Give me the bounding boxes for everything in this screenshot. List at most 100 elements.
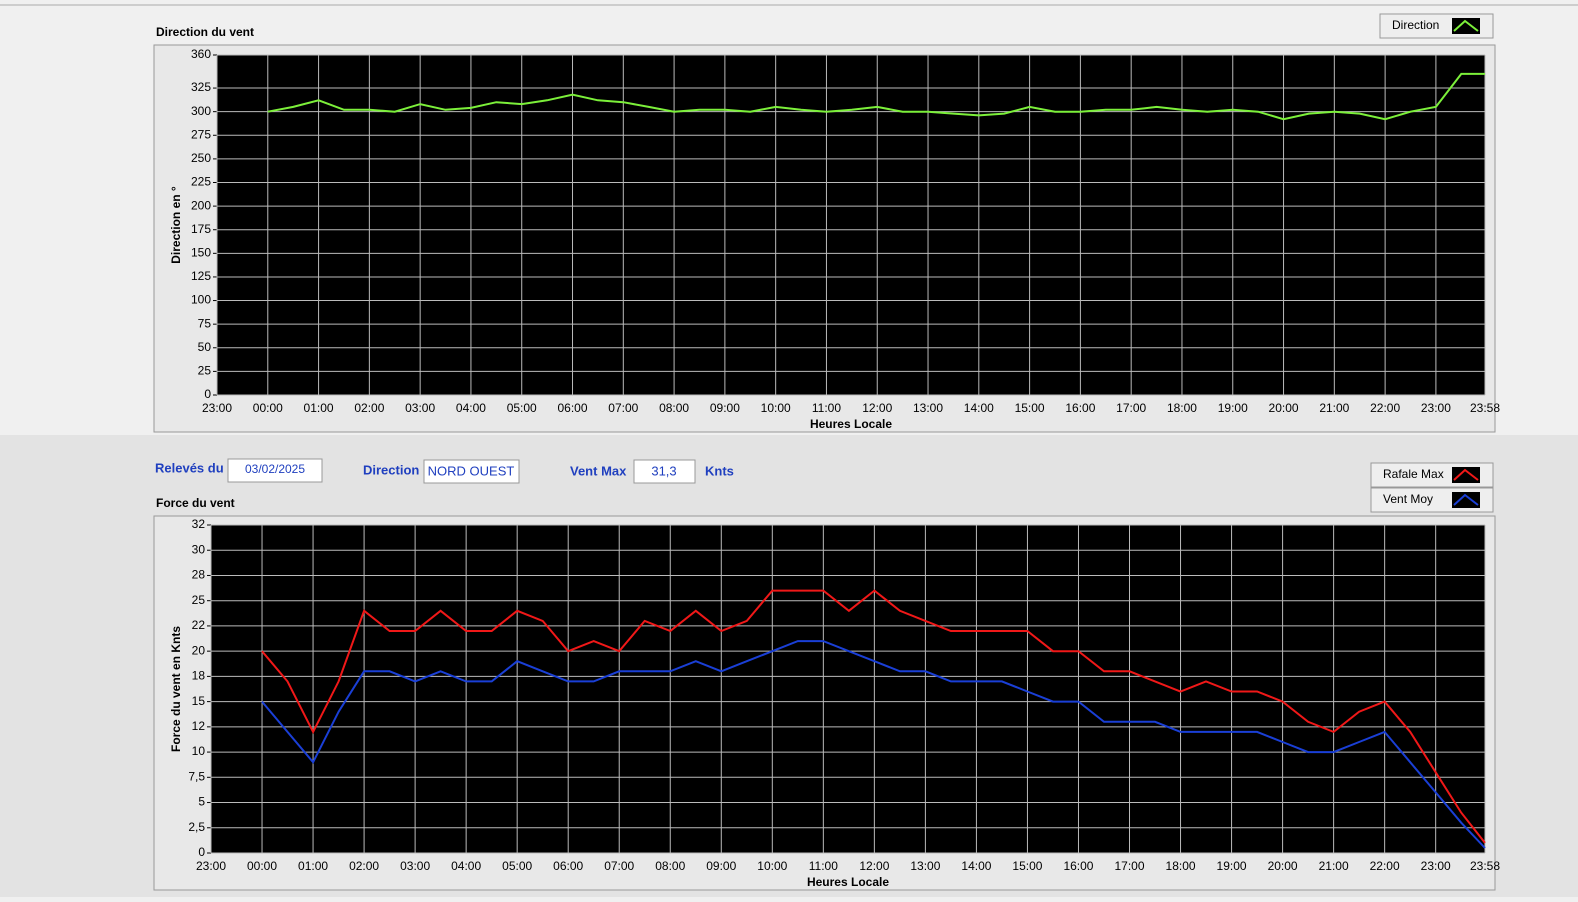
legend-label: Vent Moy: [1383, 492, 1433, 506]
x-tick-label: 20:00: [1268, 859, 1298, 873]
x-tick-label: 23:00: [1421, 401, 1451, 415]
x-tick-label: 07:00: [608, 401, 638, 415]
y-tick-label: 275: [191, 127, 211, 141]
x-tick-label: 23:58: [1470, 401, 1500, 415]
x-tick-label: 15:00: [1012, 859, 1042, 873]
y-tick-label: 325: [191, 80, 211, 94]
y-tick-label: 22: [192, 618, 206, 632]
x-tick-label: 09:00: [706, 859, 736, 873]
x-tick-label: 04:00: [456, 401, 486, 415]
y-axis-label: Force du vent en Knts: [169, 626, 183, 752]
y-tick-label: 12: [192, 719, 206, 733]
x-tick-label: 07:00: [604, 859, 634, 873]
legend-label: Rafale Max: [1383, 467, 1444, 481]
x-tick-label: 22:00: [1370, 859, 1400, 873]
direction-label: Direction: [363, 462, 419, 477]
y-tick-label: 225: [191, 175, 211, 189]
x-tick-label: 23:00: [196, 859, 226, 873]
direction-value: NORD OUEST: [428, 463, 515, 478]
y-tick-label: 32: [192, 517, 206, 531]
legend-swatch: [1452, 467, 1480, 483]
x-axis-label: Heures Locale: [810, 417, 892, 431]
unit-label: Knts: [705, 463, 734, 478]
plot-area: [217, 55, 1485, 395]
y-tick-label: 28: [192, 568, 206, 582]
y-tick-label: 10: [192, 744, 206, 758]
x-tick-label: 06:00: [553, 859, 583, 873]
x-tick-label: 13:00: [910, 859, 940, 873]
legend-line: [1453, 468, 1479, 481]
y-tick-label: 360: [191, 47, 211, 61]
x-tick-label: 03:00: [400, 859, 430, 873]
x-tick-label: 16:00: [1063, 859, 1093, 873]
x-tick-label: 12:00: [859, 859, 889, 873]
x-tick-label: 19:00: [1218, 401, 1248, 415]
x-tick-label: 21:00: [1319, 401, 1349, 415]
x-tick-label: 10:00: [757, 859, 787, 873]
x-tick-label: 14:00: [964, 401, 994, 415]
direction-field[interactable]: [423, 459, 520, 484]
x-axis-label: Heures Locale: [807, 875, 889, 889]
x-tick-label: 18:00: [1166, 859, 1196, 873]
y-tick-label: 150: [191, 246, 211, 260]
y-tick-label: 0: [198, 845, 205, 859]
x-tick-label: 05:00: [507, 401, 537, 415]
x-tick-label: 02:00: [349, 859, 379, 873]
y-tick-label: 20: [192, 643, 206, 657]
date-value: 03/02/2025: [245, 462, 305, 476]
x-tick-label: 23:00: [202, 401, 232, 415]
x-tick-label: 14:00: [961, 859, 991, 873]
data-line: [261, 589, 1486, 844]
y-tick-label: 7,5: [188, 769, 205, 783]
y-tick-label: 300: [191, 104, 211, 118]
y-tick-label: 250: [191, 151, 211, 165]
vent-max-label: Vent Max: [570, 463, 627, 478]
x-tick-label: 11:00: [812, 401, 841, 415]
legend-line: [1453, 19, 1479, 32]
x-tick-label: 01:00: [304, 401, 334, 415]
x-tick-label: 16:00: [1065, 401, 1095, 415]
x-tick-label: 17:00: [1116, 401, 1146, 415]
y-tick-label: 200: [191, 198, 211, 212]
date-label: Relevés du: [155, 460, 224, 475]
x-tick-label: 05:00: [502, 859, 532, 873]
x-tick-label: 18:00: [1167, 401, 1197, 415]
legend-line: [1453, 493, 1479, 506]
x-tick-label: 01:00: [298, 859, 328, 873]
x-tick-label: 11:00: [809, 859, 838, 873]
y-tick-label: 75: [198, 316, 212, 330]
date-field[interactable]: [227, 458, 323, 483]
legend-swatch: [1452, 492, 1480, 508]
x-tick-label: 21:00: [1319, 859, 1349, 873]
vent-max-field[interactable]: [633, 459, 696, 484]
x-tick-label: 23:00: [1421, 859, 1451, 873]
plot-area: [211, 525, 1485, 853]
y-tick-label: 30: [192, 542, 206, 556]
vent-max-value: 31,3: [651, 463, 676, 478]
data-line: [267, 72, 1485, 121]
y-tick-label: 50: [198, 340, 212, 354]
y-tick-label: 5: [198, 795, 205, 809]
y-tick-label: 125: [191, 269, 211, 283]
y-axis-label: Direction en °: [169, 186, 183, 264]
legend-swatch: [1452, 18, 1480, 34]
y-tick-label: 15: [192, 694, 206, 708]
x-tick-label: 02:00: [354, 401, 384, 415]
x-tick-label: 08:00: [659, 401, 689, 415]
y-tick-label: 100: [191, 293, 211, 307]
x-tick-label: 17:00: [1114, 859, 1144, 873]
x-tick-label: 22:00: [1370, 401, 1400, 415]
x-tick-label: 19:00: [1217, 859, 1247, 873]
y-tick-label: 2,5: [188, 820, 205, 834]
x-tick-label: 03:00: [405, 401, 435, 415]
chart-title: Force du vent: [156, 496, 235, 510]
y-tick-label: 18: [192, 669, 206, 683]
y-tick-label: 175: [191, 222, 211, 236]
y-tick-label: 25: [192, 593, 206, 607]
x-tick-label: 04:00: [451, 859, 481, 873]
x-tick-label: 10:00: [761, 401, 791, 415]
x-tick-label: 12:00: [862, 401, 892, 415]
x-tick-label: 06:00: [557, 401, 587, 415]
